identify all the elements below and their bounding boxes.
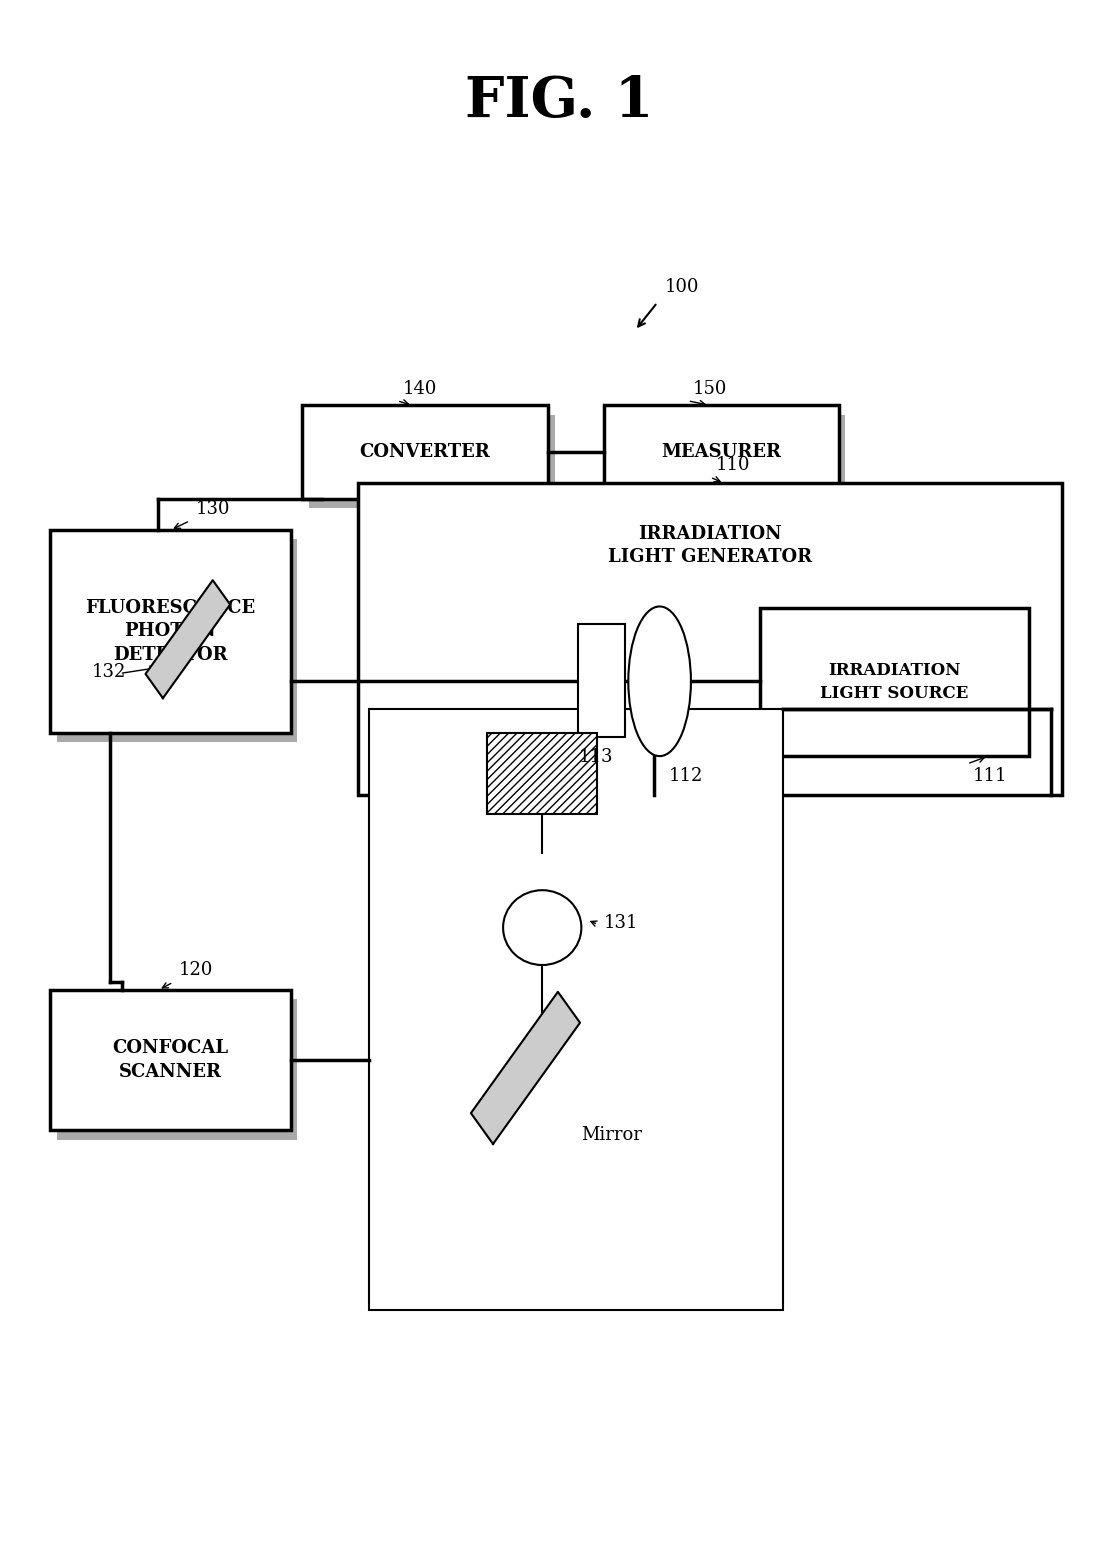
Text: 111: 111 (973, 767, 1007, 786)
Bar (604, 405, 838, 499)
Bar (369, 709, 783, 1310)
Text: Mirror: Mirror (581, 1126, 642, 1144)
Text: 132: 132 (92, 663, 126, 681)
Polygon shape (471, 992, 580, 1144)
Ellipse shape (628, 606, 691, 756)
Bar (309, 415, 555, 508)
Text: IRRADIATION
LIGHT GENERATOR: IRRADIATION LIGHT GENERATOR (608, 525, 812, 566)
Bar (487, 733, 597, 814)
Bar (760, 608, 1029, 756)
Text: CONVERTER: CONVERTER (360, 443, 490, 461)
Bar (302, 405, 548, 499)
Text: 140: 140 (402, 379, 437, 398)
Ellipse shape (503, 890, 581, 965)
Bar (578, 624, 625, 737)
Text: 150: 150 (693, 379, 728, 398)
Text: 130: 130 (196, 499, 230, 518)
Bar (487, 733, 597, 814)
Bar (57, 539, 297, 742)
Text: FLUORESCENCE
PHOTON
DETECTOR: FLUORESCENCE PHOTON DETECTOR (85, 599, 256, 664)
Text: 120: 120 (179, 960, 214, 979)
Text: 110: 110 (716, 455, 750, 474)
Text: CONFOCAL
SCANNER: CONFOCAL SCANNER (113, 1040, 228, 1080)
Text: IRRADIATION
LIGHT SOURCE: IRRADIATION LIGHT SOURCE (821, 663, 968, 702)
Bar (358, 483, 1062, 795)
Bar (610, 415, 845, 508)
Polygon shape (145, 580, 230, 698)
Text: 100: 100 (665, 278, 700, 296)
Text: 112: 112 (669, 767, 703, 786)
Text: 131: 131 (604, 914, 638, 932)
Bar (50, 990, 291, 1130)
Bar (57, 999, 297, 1140)
Bar (50, 530, 291, 733)
Text: MEASURER: MEASURER (661, 443, 781, 461)
Text: FIG. 1: FIG. 1 (465, 73, 653, 129)
Text: 113: 113 (579, 748, 614, 767)
